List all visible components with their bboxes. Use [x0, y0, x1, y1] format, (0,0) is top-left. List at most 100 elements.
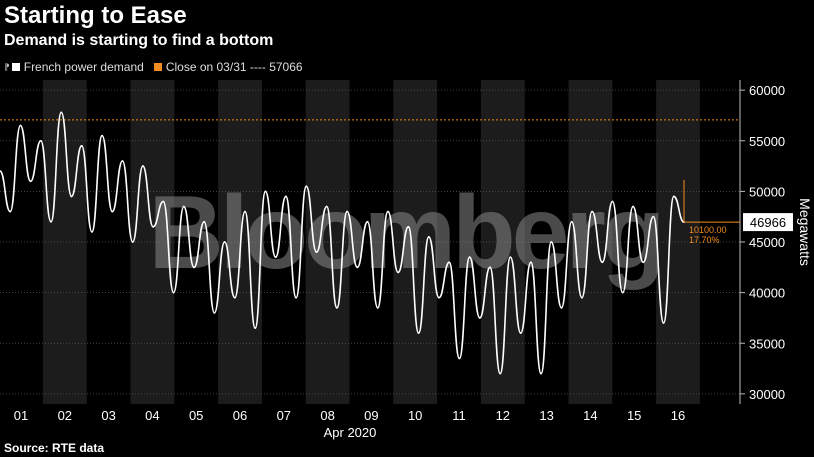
- data-point: [274, 256, 277, 259]
- x-tick-label: 03: [101, 408, 115, 423]
- data-point: [417, 332, 420, 335]
- data-point: [519, 332, 522, 335]
- x-axis-label: Apr 2020: [324, 425, 377, 440]
- legend-pin-icon: ⁋: [4, 61, 10, 72]
- x-tick-label: 05: [189, 408, 203, 423]
- change-value-label: 10100.00: [689, 225, 727, 235]
- x-tick-label: 11: [452, 408, 466, 423]
- watermark-text: Bloomberg: [149, 175, 662, 291]
- y-tick-label: 30000: [749, 387, 785, 402]
- data-point: [223, 241, 226, 243]
- data-point: [162, 200, 165, 203]
- data-point: [284, 195, 287, 198]
- data-point: [550, 241, 553, 243]
- data-point: [672, 195, 675, 198]
- x-tick-label: 01: [14, 408, 28, 423]
- legend-swatch-close: [153, 63, 162, 71]
- data-point: [621, 291, 624, 294]
- data-point: [9, 210, 12, 213]
- y-axis: 30000 35000 40000 45000 50000 55000 60000 Megaw…: [739, 80, 813, 404]
- data-point: [407, 225, 410, 228]
- x-tick-label: 15: [627, 408, 641, 423]
- series-line: [0, 111, 685, 375]
- chart-subtitle: Demand is starting to find a bottom: [4, 32, 274, 49]
- legend-item-demand[interactable]: ⁋ French power demand: [4, 60, 144, 74]
- data-point: [172, 291, 175, 294]
- data-point: [560, 306, 563, 309]
- data-point: [478, 317, 481, 319]
- data-point: [529, 261, 532, 264]
- chart-legend: ⁋ French power demand Close on 03/31 ---…: [4, 60, 313, 74]
- data-point: [642, 261, 645, 264]
- chart-title: Starting to Ease: [4, 2, 187, 29]
- series-group: [0, 111, 685, 375]
- data-point: [142, 165, 144, 167]
- data-point: [101, 134, 103, 137]
- x-tick-label: 14: [583, 408, 597, 423]
- last-value-label: 46966: [750, 215, 786, 230]
- data-point: [121, 160, 124, 162]
- x-tick-label: 02: [58, 408, 72, 423]
- data-point: [509, 256, 512, 259]
- data-point: [335, 306, 338, 309]
- data-point: [632, 205, 634, 208]
- x-tick-label: 13: [539, 408, 553, 423]
- data-point: [662, 322, 665, 324]
- x-tick-label: 10: [408, 408, 422, 423]
- data-point: [213, 311, 216, 314]
- data-point: [193, 266, 195, 269]
- data-point: [570, 220, 573, 223]
- data-point: [80, 144, 83, 147]
- data-point: [131, 241, 134, 243]
- data-point: [611, 200, 614, 203]
- data-point: [70, 195, 73, 198]
- source-note: Source: RTE data: [4, 441, 105, 455]
- y-tick-label: 55000: [749, 134, 785, 149]
- data-point: [438, 296, 440, 299]
- data-point: [499, 372, 502, 375]
- data-point: [591, 210, 594, 213]
- data-point: [427, 236, 430, 238]
- data-point: [652, 215, 655, 218]
- x-tick-label: 04: [145, 408, 159, 423]
- data-point: [244, 210, 246, 213]
- legend-item-close[interactable]: Close on 03/31 ---- 57066: [153, 60, 303, 74]
- day-band: [130, 80, 175, 404]
- data-point: [448, 261, 451, 264]
- data-point: [468, 256, 471, 259]
- change-pct-label: 17.70%: [689, 235, 720, 245]
- y-tick-label: 40000: [749, 286, 785, 301]
- legend-swatch-demand: [11, 63, 20, 71]
- y-axis-label: Megawatts: [797, 198, 813, 266]
- data-point: [356, 266, 359, 269]
- gridlines: [0, 89, 740, 395]
- y-tick-label: 35000: [749, 336, 785, 351]
- x-tick-label: 09: [364, 408, 378, 423]
- x-tick-label: 12: [496, 408, 510, 423]
- data-point: [203, 220, 206, 223]
- data-point: [305, 185, 308, 188]
- data-point: [233, 296, 236, 299]
- data-point: [50, 220, 52, 223]
- data-point: [315, 251, 318, 254]
- data-point: [90, 230, 93, 233]
- last-value-box: [743, 213, 793, 232]
- data-point: [0, 170, 1, 173]
- data-point: [111, 210, 114, 213]
- data-point: [254, 327, 257, 329]
- data-point: [540, 372, 542, 375]
- data-point: [152, 225, 155, 228]
- data-point: [295, 296, 297, 299]
- data-point: [60, 111, 63, 114]
- x-tick-label: 08: [320, 408, 334, 423]
- x-tick-label: 07: [277, 408, 291, 423]
- data-point: [29, 180, 32, 183]
- data-point: [601, 261, 604, 264]
- data-point: [458, 357, 461, 360]
- data-point: [581, 296, 583, 299]
- legend-label-demand: French power demand: [23, 60, 144, 74]
- data-point: [346, 210, 349, 213]
- data-point: [387, 210, 389, 213]
